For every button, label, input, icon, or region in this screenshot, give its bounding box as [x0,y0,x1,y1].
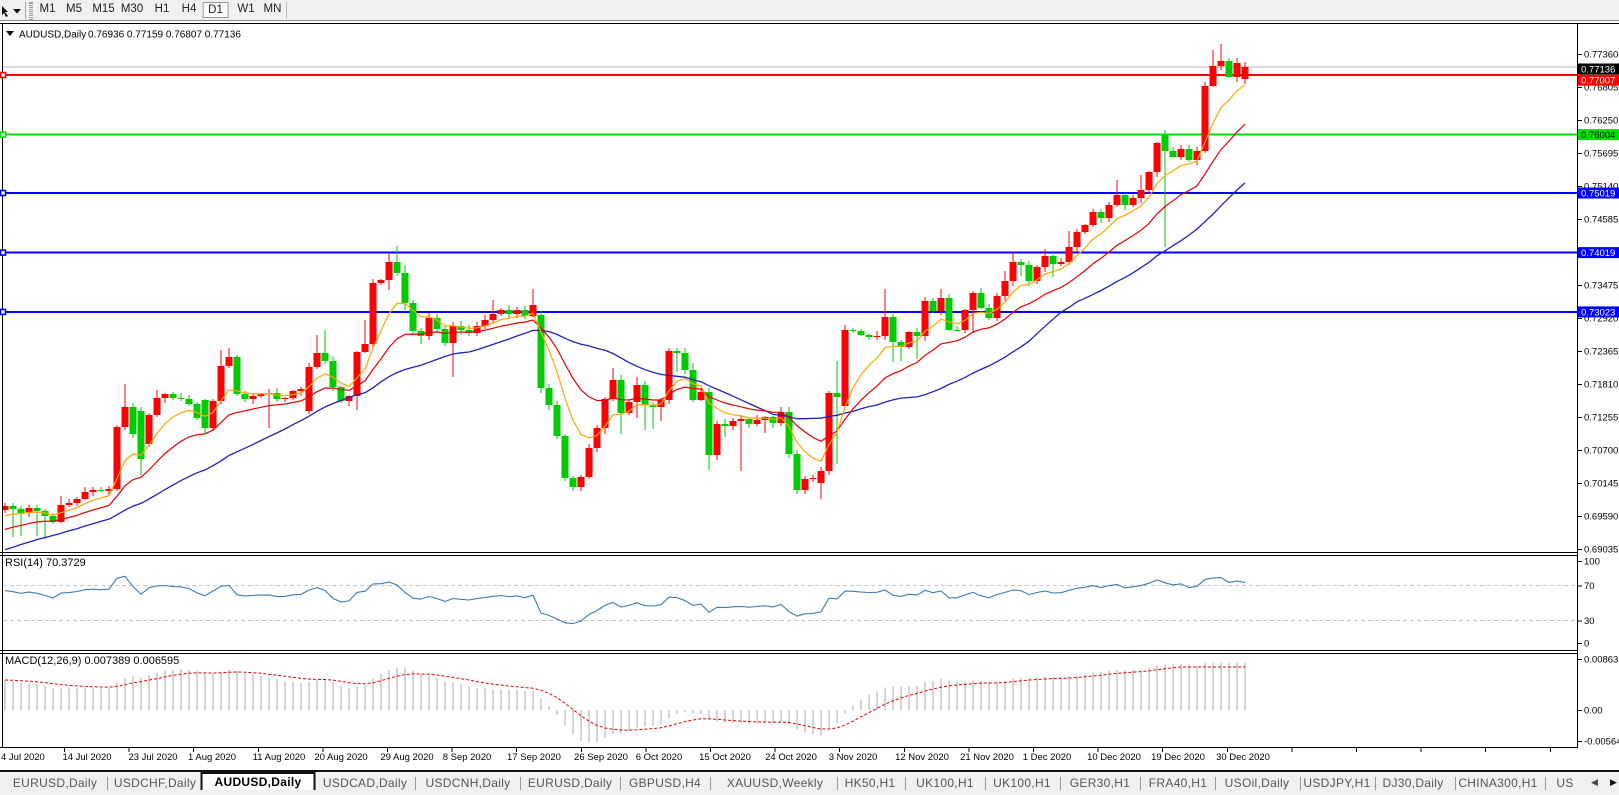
svg-text:0.73475: 0.73475 [1584,281,1618,292]
svg-text:3 Nov 2020: 3 Nov 2020 [829,752,878,763]
svg-text:23 Jul 2020: 23 Jul 2020 [128,752,177,763]
svg-text:12 Nov 2020: 12 Nov 2020 [895,752,949,763]
svg-text:1 Aug 2020: 1 Aug 2020 [188,752,236,763]
svg-text:0.71255: 0.71255 [1584,413,1618,424]
svg-text:0.74585: 0.74585 [1584,215,1618,226]
svg-text:6 Oct 2020: 6 Oct 2020 [636,752,682,763]
svg-text:0.71810: 0.71810 [1584,380,1618,391]
svg-text:0.70700: 0.70700 [1584,446,1618,457]
svg-text:0.75140: 0.75140 [1584,182,1618,193]
svg-text:0.75695: 0.75695 [1584,149,1618,160]
svg-text:-0.005641: -0.005641 [1584,737,1619,748]
svg-text:14 Jul 2020: 14 Jul 2020 [62,752,111,763]
svg-text:30 Dec 2020: 30 Dec 2020 [1216,752,1270,763]
svg-text:30: 30 [1584,616,1595,627]
svg-text:15 Oct 2020: 15 Oct 2020 [699,752,751,763]
svg-text:11 Aug 2020: 11 Aug 2020 [253,752,306,763]
svg-text:17 Sep 2020: 17 Sep 2020 [507,752,561,763]
svg-text:0.75019: 0.75019 [1581,189,1615,200]
svg-text:0: 0 [1584,639,1589,650]
svg-text:70: 70 [1584,581,1595,592]
svg-text:AUDUSD,Daily: AUDUSD,Daily [19,30,86,41]
svg-text:0.70145: 0.70145 [1584,479,1618,490]
svg-text:29 Aug 2020: 29 Aug 2020 [380,752,433,763]
svg-text:1 Dec 2020: 1 Dec 2020 [1023,752,1072,763]
svg-text:0.77007: 0.77007 [1581,76,1615,87]
svg-text:0.72365: 0.72365 [1584,347,1618,358]
svg-text:0.77360: 0.77360 [1584,50,1618,61]
svg-text:MACD(12,26,9) 0.007389 0.00659: MACD(12,26,9) 0.007389 0.006595 [5,655,179,667]
svg-text:0.74019: 0.74019 [1581,248,1615,259]
svg-text:26 Sep 2020: 26 Sep 2020 [574,752,628,763]
svg-text:0.76250: 0.76250 [1584,116,1618,127]
svg-text:0.76004: 0.76004 [1581,130,1615,141]
svg-text:0.69035: 0.69035 [1584,545,1618,556]
svg-text:24 Oct 2020: 24 Oct 2020 [765,752,817,763]
svg-text:4 Jul 2020: 4 Jul 2020 [1,752,45,763]
svg-text:0.72920: 0.72920 [1584,314,1618,325]
svg-text:21 Nov 2020: 21 Nov 2020 [960,752,1014,763]
svg-text:19 Dec 2020: 19 Dec 2020 [1151,752,1205,763]
svg-text:8 Sep 2020: 8 Sep 2020 [443,752,492,763]
svg-text:10 Dec 2020: 10 Dec 2020 [1087,752,1141,763]
svg-text:0.008633: 0.008633 [1584,655,1619,666]
svg-text:0.76936 0.77159 0.76807 0.7713: 0.76936 0.77159 0.76807 0.77136 [88,30,241,41]
svg-text:0.69590: 0.69590 [1584,512,1618,523]
svg-text:20 Aug 2020: 20 Aug 2020 [314,752,367,763]
svg-text:0.00: 0.00 [1584,706,1603,717]
svg-text:0.77136: 0.77136 [1581,65,1615,76]
svg-text:0.73023: 0.73023 [1581,307,1615,318]
svg-text:0.76805: 0.76805 [1584,83,1618,94]
svg-text:100: 100 [1584,557,1600,568]
svg-text:RSI(14) 70.3729: RSI(14) 70.3729 [5,557,86,569]
